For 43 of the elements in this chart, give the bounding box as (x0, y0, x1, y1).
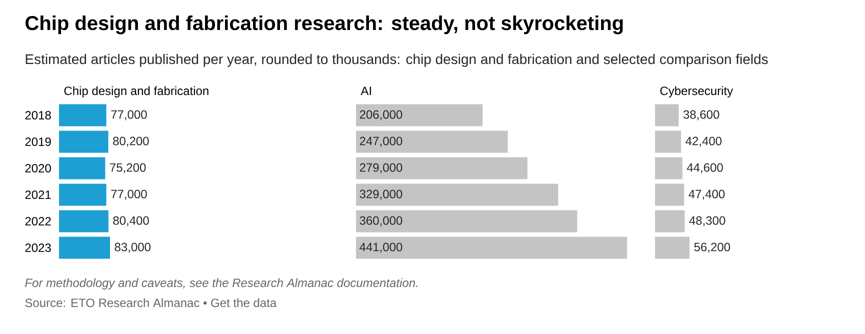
bar (654, 210, 685, 232)
bar (356, 104, 483, 126)
data-label: 75,200 (110, 163, 146, 174)
data-label: 56,200 (694, 242, 730, 253)
y-tick-label: 2021 (25, 190, 51, 199)
bar (654, 184, 684, 206)
bar (356, 130, 508, 153)
chart-title: AI (360, 86, 371, 95)
text: Estimated articles published per year, rounded to thousands: chip design and fabrication and selected comparison fields (26, 54, 768, 67)
data-label: 80,200 (113, 136, 149, 147)
y-tick-label: 2023 (25, 243, 51, 252)
bar (356, 210, 578, 232)
data-label: 206,000 (360, 110, 402, 120)
data-label: 38,600 (683, 110, 720, 120)
data-label: 47,400 (688, 190, 725, 200)
data-label: 77,000 (111, 190, 147, 200)
text: For methodology and caveats, see the Research Almanac documentation. (25, 278, 418, 290)
bar (654, 157, 682, 180)
bar (654, 104, 679, 126)
data-label: 77,000 (111, 110, 147, 120)
chart-title: Cybersecurity (660, 86, 734, 98)
data-label: 83,000 (114, 242, 151, 253)
y-tick-label: 2020 (25, 164, 51, 172)
data-label: 247,000 (360, 136, 402, 147)
bar (356, 157, 528, 180)
data-label: 80,400 (113, 216, 149, 226)
data-label: 360,000 (360, 216, 402, 226)
y-tick-label: 2019 (25, 137, 51, 146)
y-tick-label: 2022 (25, 216, 51, 226)
bar (654, 130, 682, 153)
data-label: 48,300 (689, 216, 726, 226)
data-label: 441,000 (360, 242, 402, 253)
bar (654, 236, 690, 259)
data-label: 42,400 (686, 136, 722, 147)
data-label: 44,600 (686, 163, 723, 174)
text: Chip design and fabrication (64, 86, 208, 98)
y-tick-label: 2018 (25, 110, 51, 120)
bar (356, 236, 627, 259)
data-label: 279,000 (360, 163, 402, 174)
bar (356, 184, 558, 206)
data-label: 329,000 (360, 190, 402, 200)
text: Chip design and fabrication research: steady, not skyrocketing (26, 16, 623, 34)
source-note: Source: ETO Research Almanac • Get the data (25, 298, 277, 308)
